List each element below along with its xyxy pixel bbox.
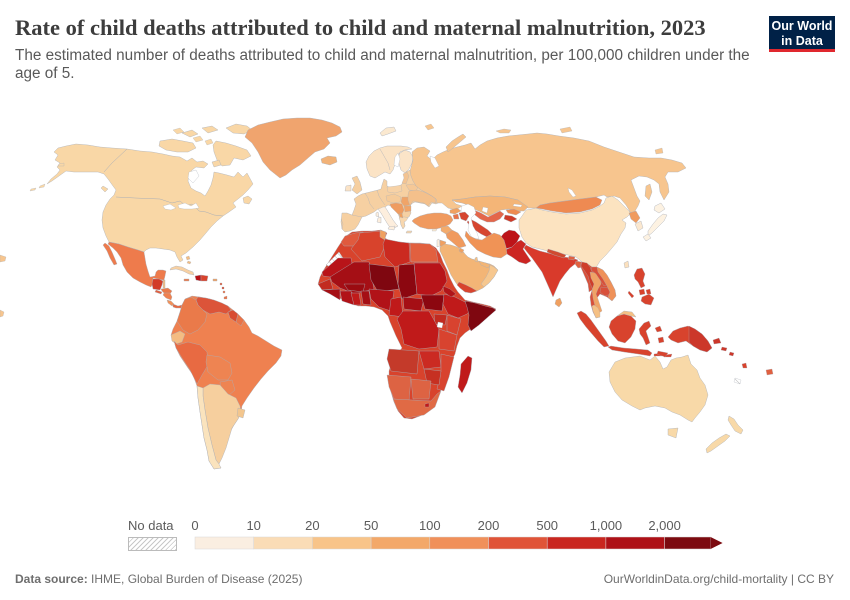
svg-text:2,000: 2,000 — [648, 518, 681, 533]
svg-text:500: 500 — [536, 518, 558, 533]
svg-text:100: 100 — [419, 518, 441, 533]
svg-text:200: 200 — [478, 518, 500, 533]
svg-text:1,000: 1,000 — [590, 518, 623, 533]
svg-text:50: 50 — [364, 518, 378, 533]
svg-text:10: 10 — [246, 518, 260, 533]
svg-text:0: 0 — [191, 518, 198, 533]
svg-text:20: 20 — [305, 518, 319, 533]
